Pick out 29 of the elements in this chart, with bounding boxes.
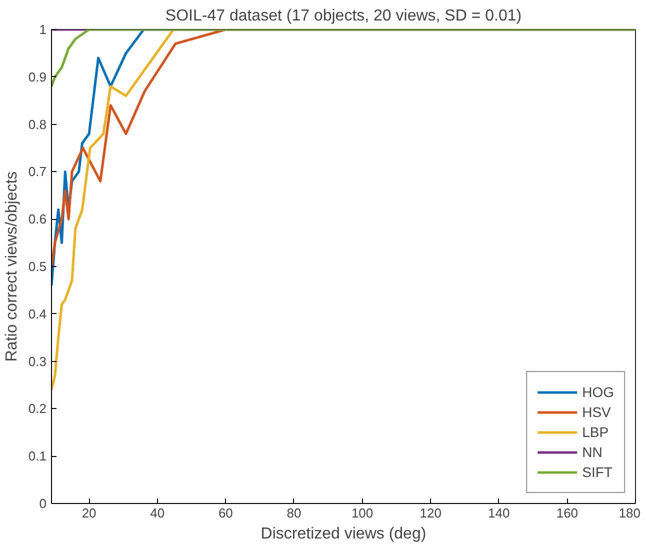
x-axis-title: Discretized views (deg): [260, 526, 426, 542]
y-tick-label: 0: [39, 496, 47, 511]
y-tick-label: 0.5: [28, 259, 47, 274]
y-tick-label: 0.3: [28, 354, 47, 369]
x-tick-label: 160: [556, 506, 578, 520]
x-tick-label: 120: [420, 506, 442, 520]
chart-title: SOIL-47 dataset (17 objects, 20 views, SD = 0.01): [165, 8, 522, 24]
y-tick-label: 0.4: [28, 306, 47, 322]
x-tick-label: 80: [286, 506, 302, 520]
x-tick-label: 20: [82, 506, 96, 520]
x-tick-label: 180: [618, 506, 641, 520]
x-tick-label: 60: [218, 506, 233, 520]
legend-label: LBP: [582, 424, 609, 440]
y-axis-title: Ratio correct views/objects: [3, 171, 20, 362]
y-tick-label: 0.8: [28, 116, 47, 132]
x-tick-label: 140: [488, 506, 510, 520]
legend-label: SIFT: [582, 464, 612, 480]
legend-label: NN: [582, 444, 602, 460]
legend-label: HSV: [582, 404, 611, 420]
x-tick-label: 100: [351, 506, 374, 520]
x-tick-label: 40: [150, 506, 165, 520]
y-tick-label: 0.6: [28, 212, 47, 227]
line-series: [52, 30, 636, 88]
y-tick-label: 0.9: [28, 69, 47, 84]
legend-label: HOG: [582, 384, 614, 400]
y-tick-label: 0.1: [28, 448, 47, 464]
y-tick-label: 0.7: [28, 164, 47, 180]
y-tick-label: 1: [39, 22, 47, 37]
y-tick-label: 0.2: [28, 401, 47, 416]
